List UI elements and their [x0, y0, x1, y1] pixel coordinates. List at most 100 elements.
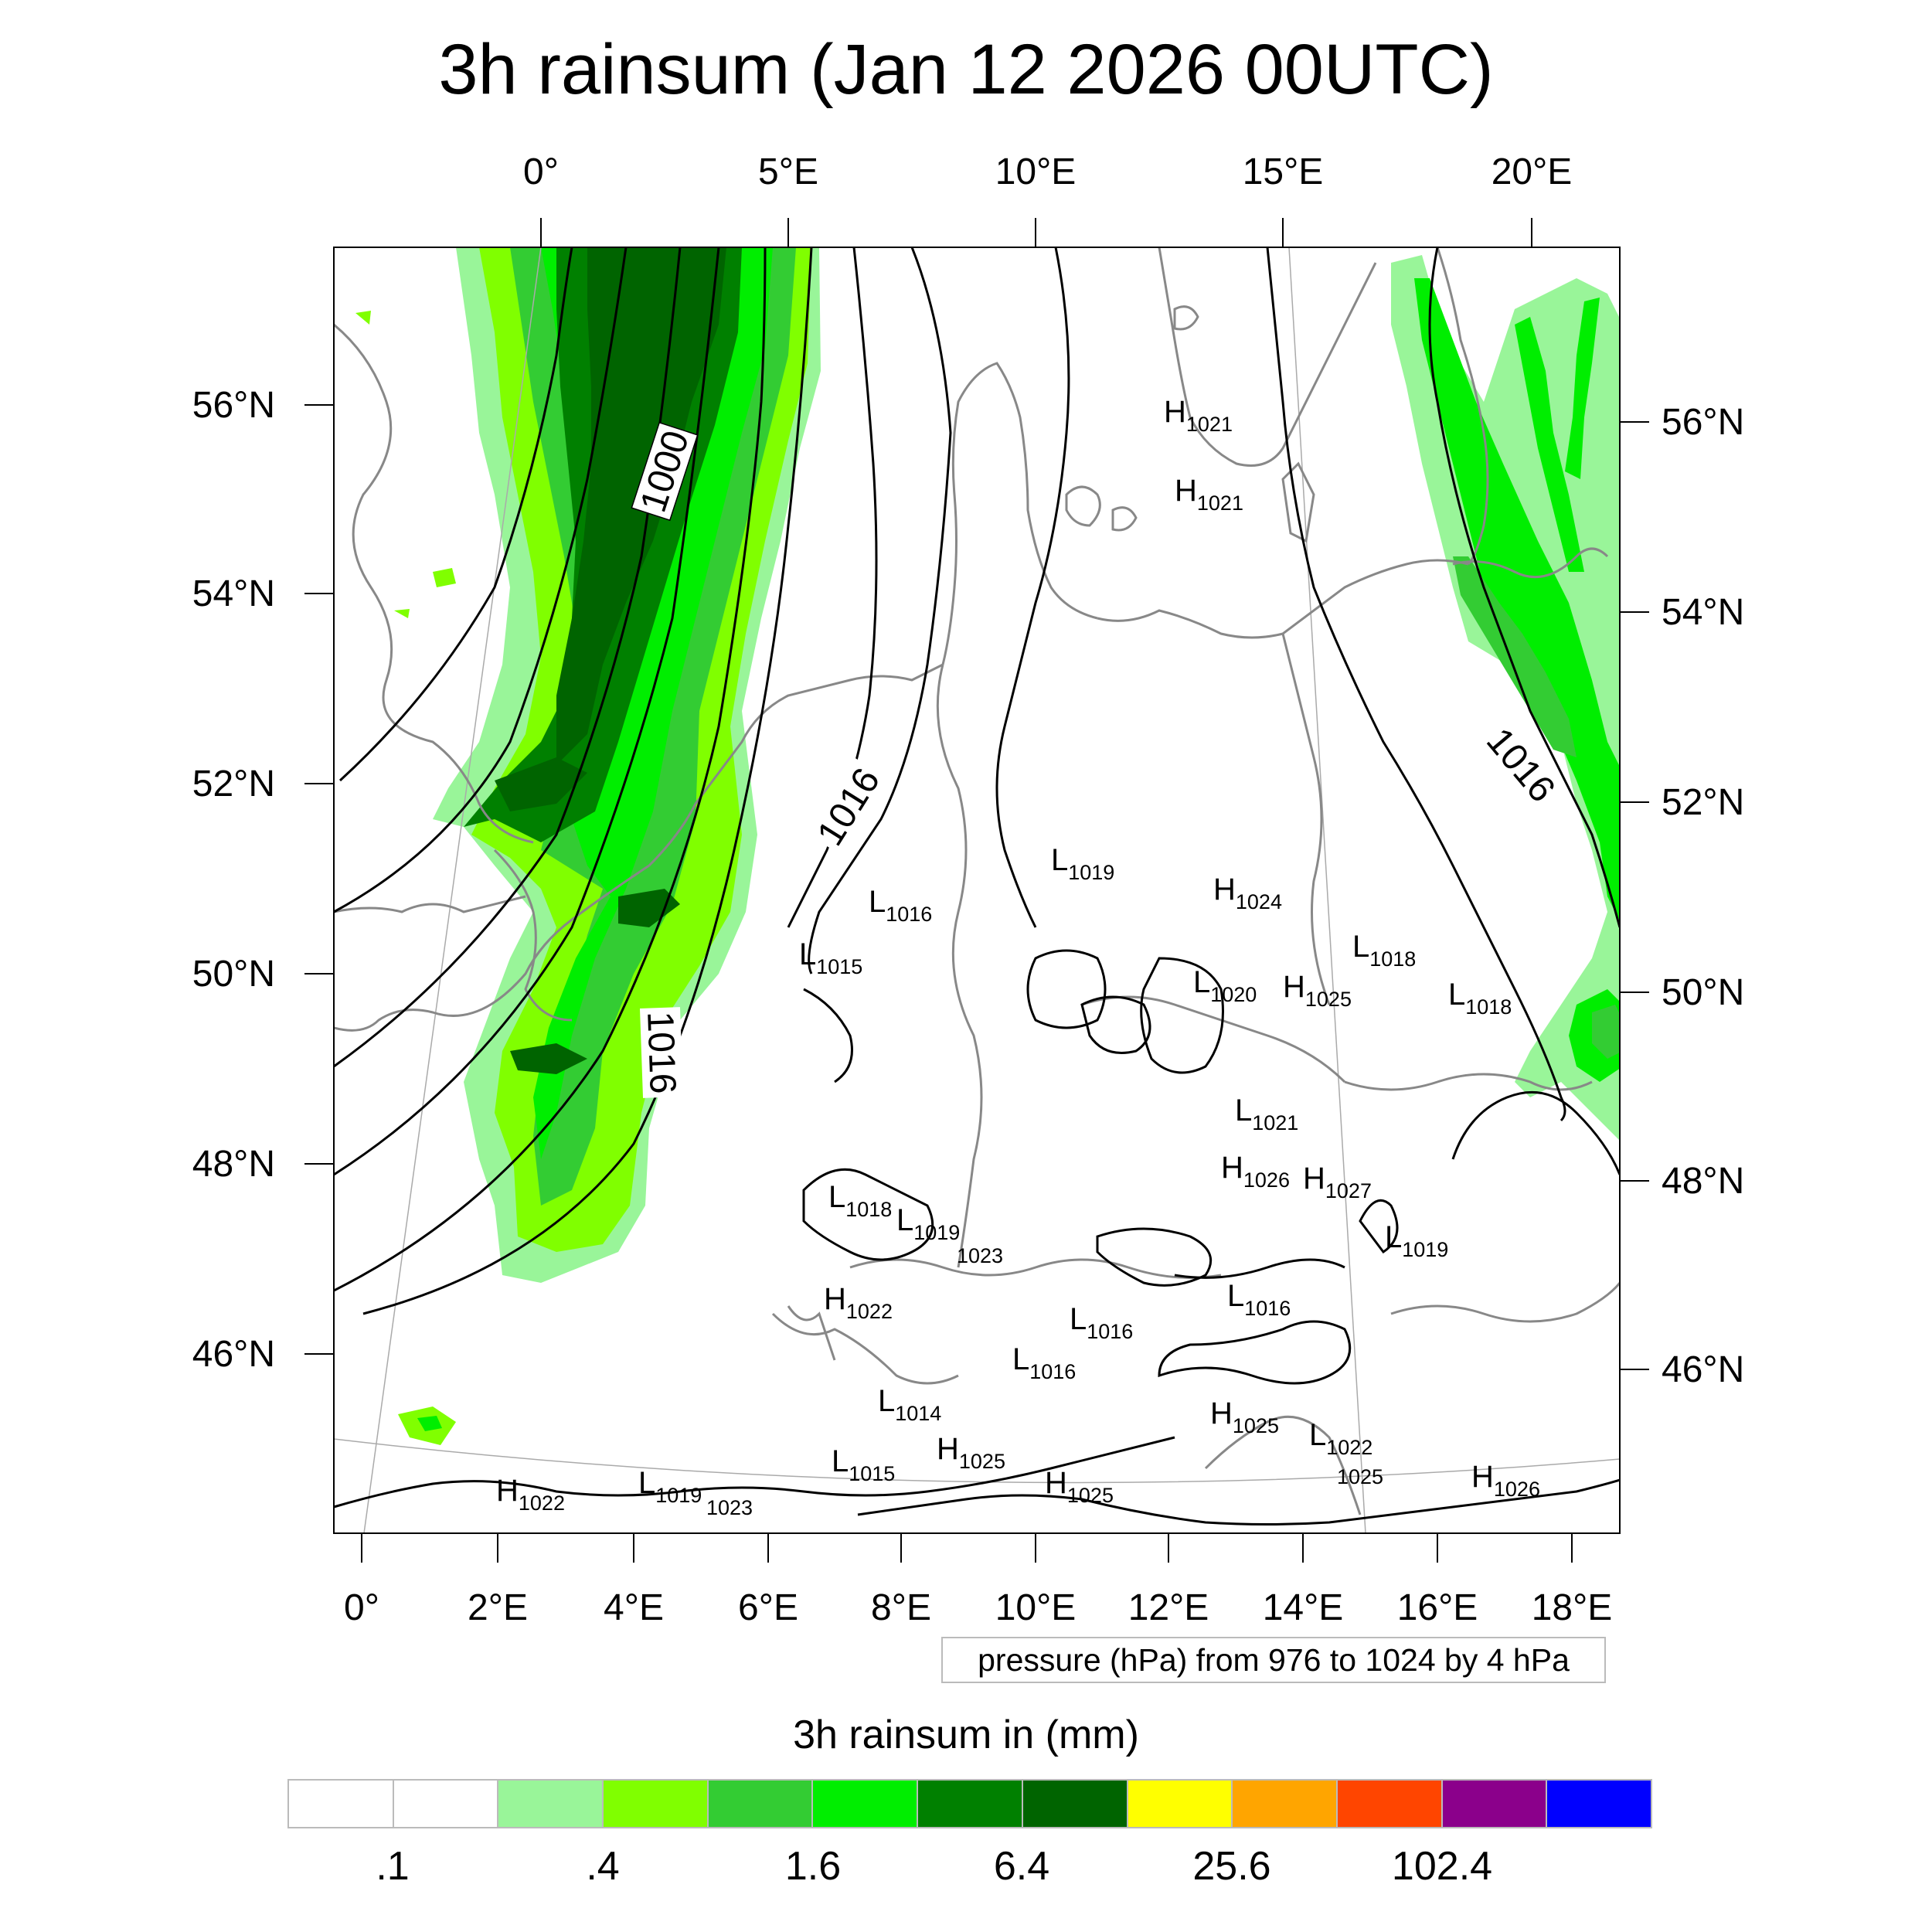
coastlines-borders	[334, 247, 1620, 1515]
contour-info-box: pressure (hPa) from 976 to 1024 by 4 hPa	[941, 1637, 1606, 1683]
france-coast	[334, 864, 650, 1032]
isobar-1	[338, 247, 573, 782]
isobar-7	[787, 247, 878, 928]
pressure-center-label: H1027	[1303, 1162, 1372, 1202]
isobar-20	[1359, 1199, 1399, 1254]
isobar-5	[334, 247, 767, 1292]
colorbar-swatch	[497, 1779, 604, 1828]
precipitation-field-east	[1391, 255, 1620, 1141]
pressure-center-label: L1014	[878, 1384, 941, 1425]
left-lat-label: 46°N	[192, 1334, 275, 1375]
colorbar-title: 3h rainsum in (mm)	[793, 1713, 1139, 1757]
top-lon-label: 20°E	[1492, 151, 1573, 192]
denmark-islands	[1065, 305, 1199, 532]
left-lat-label: 52°N	[192, 764, 275, 804]
colorbar-swatch	[602, 1779, 709, 1828]
contour-label-text: 1016	[639, 1011, 683, 1095]
pressure-center-label: H1021	[1175, 474, 1243, 515]
benelux-coast	[648, 663, 944, 867]
east-rain-mid	[1453, 556, 1620, 1059]
map-frame	[333, 247, 1621, 1534]
right-lat-labels: 56°N 54°N 52°N 50°N 48°N 46°N	[1662, 402, 1744, 1390]
denmark-jutland	[941, 362, 1098, 665]
right-lat-label: 46°N	[1662, 1349, 1744, 1390]
pressure-center-label: L1016	[1227, 1279, 1291, 1320]
pressure-center-label: L1016	[1070, 1302, 1133, 1343]
balkan-border	[1390, 1282, 1620, 1323]
pressure-center-label: L1016	[869, 885, 932, 926]
colorbar-swatch	[392, 1779, 499, 1828]
right-lat-label: 56°N	[1662, 402, 1744, 443]
contour-label-1016: 1016	[639, 1007, 684, 1098]
pressure-center-label: L1015	[832, 1444, 895, 1485]
bottom-lon-label: 16°E	[1397, 1587, 1478, 1628]
czech-border	[1081, 995, 1346, 1083]
pressure-center-label: 1025	[1337, 1465, 1383, 1488]
corsica-outline	[787, 1305, 836, 1361]
right-lat-label: 54°N	[1662, 592, 1744, 633]
colorbar-label: .1	[376, 1844, 410, 1889]
isobar-23	[803, 988, 853, 1083]
pressure-center-label: H1026	[1221, 1151, 1290, 1192]
isobar-2	[334, 247, 628, 913]
rain-band-darkest-south	[495, 757, 680, 1074]
adriatic-coast	[1204, 1415, 1362, 1515]
isobar-14	[1158, 1320, 1352, 1385]
colorbar-swatch	[811, 1779, 919, 1828]
bottom-lon-label: 12°E	[1128, 1587, 1209, 1628]
pressure-center-label: L1016	[1012, 1342, 1076, 1383]
pressure-center-label: H1024	[1213, 872, 1282, 913]
uk-coast-south	[334, 895, 526, 913]
left-lat-labels: 56°N 54°N 52°N 50°N 48°N 46°N	[192, 385, 275, 1375]
pressure-center-label: H1025	[937, 1432, 1005, 1473]
isobar-19	[1451, 1090, 1620, 1175]
tick-marks	[304, 218, 1649, 1563]
isobar-16	[857, 1478, 1620, 1526]
baltic-states-coast	[1436, 247, 1489, 566]
pressure-center-label: L1019	[638, 1466, 702, 1507]
top-lon-label: 5°E	[758, 151, 818, 192]
graticule	[334, 247, 1620, 1533]
pressure-center-label: L1018	[1448, 978, 1512, 1019]
left-lat-label: 56°N	[192, 385, 275, 426]
colorbar-swatch	[1126, 1779, 1233, 1828]
italy-coast	[771, 1312, 959, 1385]
top-lon-labels: 0° 5°E 10°E 15°E 20°E	[523, 151, 1572, 192]
uk-coast	[334, 323, 534, 844]
top-lon-label: 0°	[523, 151, 559, 192]
pressure-center-label: 1023	[957, 1244, 1003, 1267]
left-lat-label: 50°N	[192, 954, 275, 995]
isobar-11	[1428, 247, 1620, 928]
right-lat-label: 52°N	[1662, 782, 1744, 823]
chart-title: 3h rainsum (Jan 12 2026 00UTC)	[438, 30, 1494, 109]
left-lat-label: 48°N	[192, 1144, 275, 1185]
isobar-3	[334, 247, 682, 1068]
colorbar-label: 1.6	[784, 1844, 842, 1889]
pressure-center-label: L1019	[896, 1203, 960, 1244]
pressure-center-label: L1021	[1235, 1094, 1298, 1134]
east-rain-bright	[1414, 278, 1620, 1082]
pressure-center-label: H1021	[1164, 395, 1233, 436]
pressure-center-label: L1019	[1385, 1220, 1448, 1261]
top-lon-label: 15°E	[1243, 151, 1324, 192]
colorbar-swatch	[1231, 1779, 1338, 1828]
pressure-center-label: L1018	[1352, 930, 1416, 971]
pressure-center-label: L1022	[1309, 1418, 1372, 1459]
colorbar-swatch	[1440, 1779, 1548, 1828]
colorbar-swatch	[706, 1779, 814, 1828]
pressure-center-label: L1019	[1051, 843, 1114, 884]
bottom-lon-label: 4°E	[604, 1587, 664, 1628]
isobar-6	[362, 247, 813, 1315]
kaliningrad-coast	[1452, 547, 1609, 579]
poland-border	[1281, 633, 1331, 1005]
rain-spot-south-inner	[417, 1416, 442, 1431]
pressure-center-label: L1018	[828, 1180, 892, 1221]
isobar-9	[995, 247, 1070, 928]
isobar-12	[802, 1168, 934, 1261]
colorbar-swatch	[1021, 1779, 1128, 1828]
colorbar-swatch	[287, 1779, 394, 1828]
isobar-21	[1026, 949, 1107, 1029]
bottom-lon-label: 6°E	[738, 1587, 798, 1628]
isobar-8	[808, 247, 952, 975]
pressure-center-label: H1022	[496, 1474, 565, 1515]
